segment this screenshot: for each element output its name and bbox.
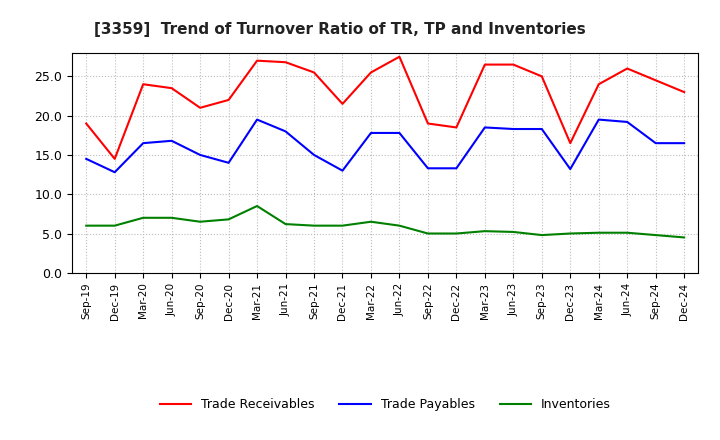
Trade Receivables — [680, 89, 688, 95]
Inventories — [196, 219, 204, 224]
Inventories — [623, 230, 631, 235]
Trade Payables — [338, 168, 347, 173]
Trade Receivables — [537, 74, 546, 79]
Inventories — [595, 230, 603, 235]
Legend: Trade Receivables, Trade Payables, Inventories: Trade Receivables, Trade Payables, Inven… — [155, 393, 616, 416]
Trade Payables — [82, 156, 91, 161]
Inventories — [282, 221, 290, 227]
Trade Payables — [509, 126, 518, 132]
Trade Payables — [196, 152, 204, 158]
Text: [3359]  Trend of Turnover Ratio of TR, TP and Inventories: [3359] Trend of Turnover Ratio of TR, TP… — [94, 22, 585, 37]
Trade Receivables — [310, 70, 318, 75]
Line: Inventories: Inventories — [86, 206, 684, 238]
Trade Payables — [623, 119, 631, 125]
Trade Payables — [537, 126, 546, 132]
Inventories — [509, 229, 518, 235]
Trade Payables — [566, 166, 575, 172]
Trade Payables — [680, 140, 688, 146]
Line: Trade Receivables: Trade Receivables — [86, 57, 684, 159]
Trade Receivables — [395, 54, 404, 59]
Inventories — [680, 235, 688, 240]
Trade Payables — [225, 160, 233, 165]
Trade Payables — [480, 125, 489, 130]
Trade Payables — [253, 117, 261, 122]
Trade Payables — [110, 169, 119, 175]
Trade Receivables — [253, 58, 261, 63]
Inventories — [423, 231, 432, 236]
Trade Receivables — [366, 70, 375, 75]
Inventories — [452, 231, 461, 236]
Inventories — [310, 223, 318, 228]
Inventories — [82, 223, 91, 228]
Trade Payables — [139, 140, 148, 146]
Inventories — [652, 232, 660, 238]
Trade Receivables — [196, 105, 204, 110]
Trade Receivables — [623, 66, 631, 71]
Trade Receivables — [566, 140, 575, 146]
Inventories — [139, 215, 148, 220]
Trade Payables — [282, 129, 290, 134]
Trade Receivables — [509, 62, 518, 67]
Trade Receivables — [139, 81, 148, 87]
Trade Payables — [595, 117, 603, 122]
Inventories — [366, 219, 375, 224]
Trade Receivables — [652, 77, 660, 83]
Inventories — [566, 231, 575, 236]
Inventories — [167, 215, 176, 220]
Trade Payables — [167, 138, 176, 143]
Trade Payables — [652, 140, 660, 146]
Trade Receivables — [338, 101, 347, 106]
Trade Receivables — [167, 85, 176, 91]
Inventories — [225, 217, 233, 222]
Trade Receivables — [82, 121, 91, 126]
Trade Payables — [423, 165, 432, 171]
Inventories — [537, 232, 546, 238]
Trade Receivables — [480, 62, 489, 67]
Trade Payables — [452, 165, 461, 171]
Inventories — [253, 203, 261, 209]
Trade Payables — [310, 152, 318, 158]
Trade Receivables — [282, 59, 290, 65]
Trade Receivables — [452, 125, 461, 130]
Trade Payables — [395, 130, 404, 136]
Inventories — [480, 228, 489, 234]
Trade Receivables — [595, 81, 603, 87]
Inventories — [338, 223, 347, 228]
Trade Receivables — [423, 121, 432, 126]
Trade Payables — [366, 130, 375, 136]
Line: Trade Payables: Trade Payables — [86, 120, 684, 172]
Inventories — [110, 223, 119, 228]
Inventories — [395, 223, 404, 228]
Trade Receivables — [110, 156, 119, 161]
Trade Receivables — [225, 97, 233, 103]
